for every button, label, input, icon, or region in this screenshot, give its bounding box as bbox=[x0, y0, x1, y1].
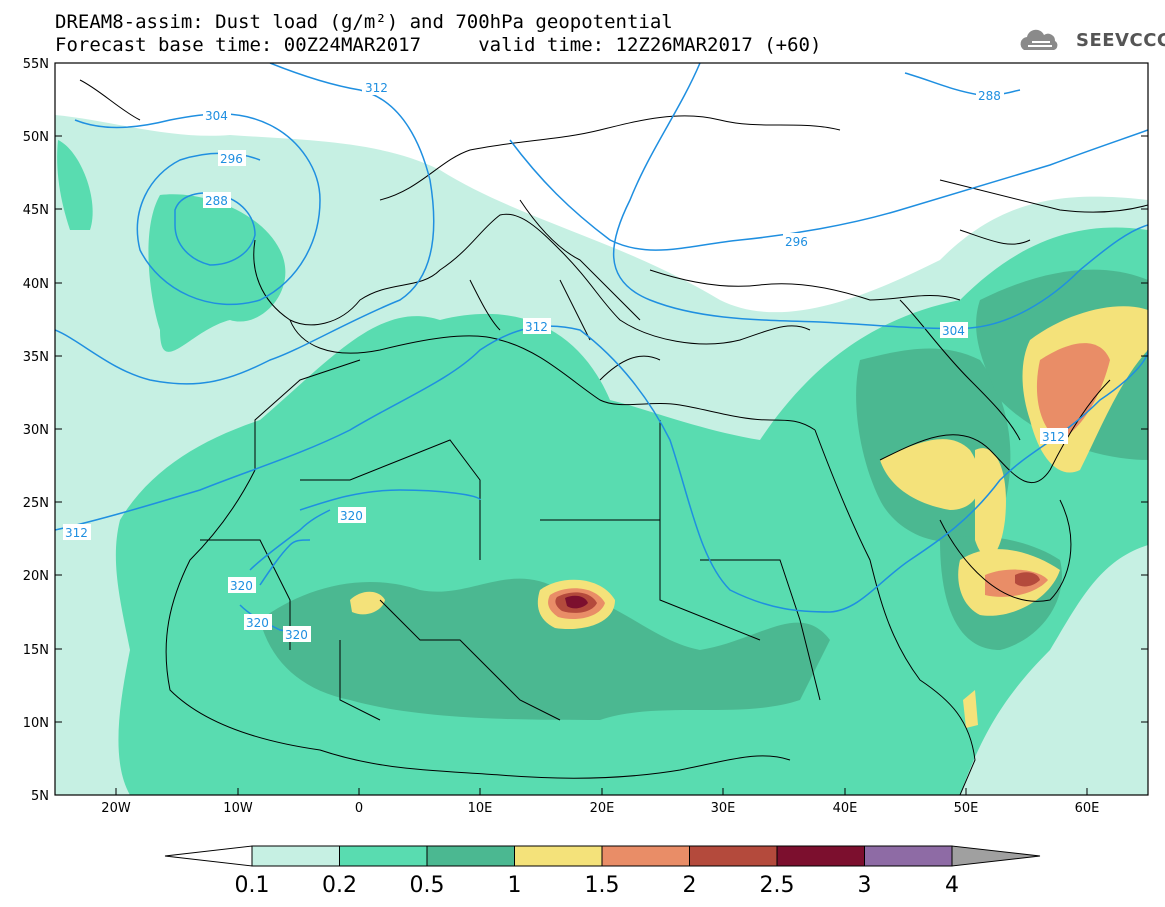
lat-label: 30N bbox=[23, 423, 49, 438]
lon-label: 0 bbox=[355, 801, 363, 816]
colorbar-segment bbox=[776, 845, 865, 867]
colorbar-segment bbox=[864, 845, 953, 867]
colorbar: 0.1 0.2 0.5 1 1.5 2 2.5 3 4 bbox=[164, 845, 1041, 898]
contour-label: 320 bbox=[285, 628, 308, 642]
contour-label: 304 bbox=[205, 109, 228, 123]
contour-label: 312 bbox=[365, 81, 388, 95]
lon-label: 10W bbox=[223, 801, 253, 816]
colorbar-label: 3 bbox=[858, 873, 872, 898]
lon-label: 10E bbox=[468, 801, 493, 816]
colorbar-segment bbox=[514, 845, 603, 867]
colorbar-label: 0.5 bbox=[410, 873, 445, 898]
contour-labels: 312 304 296 288 296 288 304 312 320 320 … bbox=[63, 79, 1068, 642]
contour-label: 288 bbox=[978, 89, 1001, 103]
lon-label: 60E bbox=[1075, 801, 1100, 816]
lat-label: 10N bbox=[23, 716, 49, 731]
dust-field bbox=[55, 63, 1148, 795]
colorbar-label: 1 bbox=[508, 873, 522, 898]
colorbar-segment bbox=[601, 845, 690, 867]
contour-label: 320 bbox=[340, 509, 363, 523]
colorbar-segment bbox=[251, 845, 340, 867]
colorbar-segment bbox=[689, 845, 778, 867]
colorbar-under-arrow bbox=[164, 845, 253, 867]
colorbar-label: 0.1 bbox=[235, 873, 270, 898]
colorbar-label: 1.5 bbox=[585, 873, 620, 898]
colorbar-segment bbox=[339, 845, 428, 867]
contour-label: 288 bbox=[205, 194, 228, 208]
colorbar-label: 4 bbox=[945, 873, 959, 898]
contour-label: 296 bbox=[785, 235, 808, 249]
colorbar-segment bbox=[426, 845, 515, 867]
colorbar-over-arrow bbox=[951, 845, 1041, 867]
lon-label: 20E bbox=[590, 801, 615, 816]
contour-label: 320 bbox=[230, 579, 253, 593]
lat-label: 40N bbox=[23, 277, 49, 292]
colorbar-label: 2 bbox=[683, 873, 697, 898]
lat-label: 35N bbox=[23, 350, 49, 365]
colorbar-label: 0.2 bbox=[322, 873, 357, 898]
lat-label: 50N bbox=[23, 130, 49, 145]
latitude-axis: 55N 50N 45N 40N 35N 30N 25N 20N 15N 10N … bbox=[23, 57, 1148, 804]
map-title-line2: Forecast base time: 00Z24MAR2017 valid t… bbox=[55, 34, 822, 56]
contour-label: 312 bbox=[1042, 430, 1065, 444]
lon-label: 50E bbox=[954, 801, 979, 816]
colorbar-label: 2.5 bbox=[760, 873, 795, 898]
contour-label: 304 bbox=[942, 324, 965, 338]
contour-label: 312 bbox=[65, 526, 88, 540]
lat-label: 15N bbox=[23, 643, 49, 658]
lon-label: 30E bbox=[711, 801, 736, 816]
contour-label: 320 bbox=[246, 616, 269, 630]
lat-label: 55N bbox=[23, 57, 49, 72]
contour-label: 312 bbox=[525, 320, 548, 334]
longitude-axis: 20W 10W 0 10E 20E 30E 40E 50E 60E bbox=[101, 788, 1099, 816]
map-title-line1: DREAM8-assim: Dust load (g/m²) and 700hP… bbox=[55, 11, 673, 33]
contour-label: 296 bbox=[220, 152, 243, 166]
lat-label: 5N bbox=[31, 789, 49, 804]
lat-label: 20N bbox=[23, 569, 49, 584]
lat-label: 45N bbox=[23, 203, 49, 218]
coastlines bbox=[79, 79, 1148, 795]
lon-label: 20W bbox=[101, 801, 131, 816]
lat-label: 25N bbox=[23, 496, 49, 511]
cloud-icon bbox=[1020, 29, 1058, 50]
lon-label: 40E bbox=[833, 801, 858, 816]
logo-text: SEEVCCC bbox=[1076, 30, 1165, 51]
